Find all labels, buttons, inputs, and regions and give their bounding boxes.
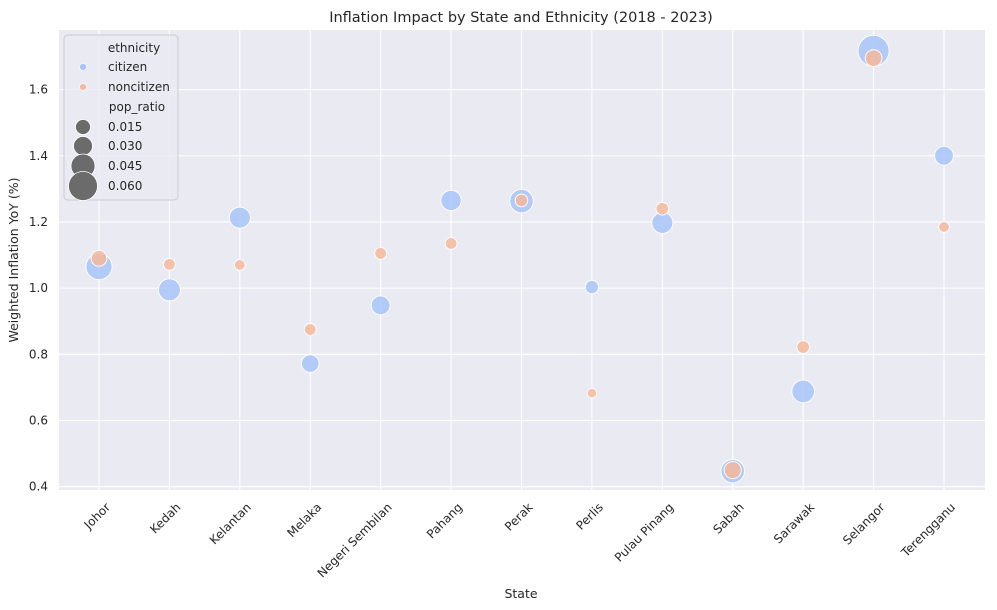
legend-label-citizen: citizen [108, 60, 147, 74]
x-tick-label: Johor [81, 500, 113, 532]
data-point-noncitizen-terengganu [938, 221, 950, 233]
data-point-noncitizen-perak [514, 193, 529, 208]
y-tick-label: 1.2 [29, 215, 48, 229]
chart-title: Inflation Impact by State and Ethnicity … [329, 10, 713, 26]
data-point-noncitizen-sarawak [796, 340, 810, 354]
legend-marker-noncitizen [79, 83, 87, 91]
legend-size-label: 0.045 [108, 159, 142, 173]
x-tick-label: Melaka [284, 500, 324, 540]
y-tick-label: 1.6 [29, 83, 48, 97]
x-tick-label: Selangor [840, 500, 888, 548]
y-tick-label: 0.4 [29, 480, 48, 494]
y-tick-label: 1.4 [29, 149, 48, 163]
data-point-noncitizen-kedah [163, 257, 176, 271]
y-tick-label: 1.0 [29, 281, 48, 295]
legend-size-label: 0.030 [108, 139, 142, 153]
x-tick-label: Sabah [710, 500, 746, 536]
data-point-noncitizen-kelantan [233, 259, 246, 271]
data-point-citizen-perlis [584, 279, 600, 295]
legend-size-label: 0.060 [108, 179, 142, 193]
legend-hue-title: ethnicity [108, 41, 160, 55]
x-tick-label: Perlis [573, 500, 606, 533]
legend-size-marker [68, 171, 98, 201]
x-tick-label: Sarawak [771, 500, 817, 546]
data-points [85, 34, 954, 484]
y-tick-label: 0.6 [29, 414, 48, 428]
data-point-citizen-pahang [440, 189, 462, 212]
x-tick-label: Perak [502, 500, 536, 534]
y-tick-labels: 0.4 0.6 0.8 1.0 1.2 1.4 1.6 [29, 83, 48, 494]
x-tick-label: Negeri Sembilan [315, 500, 395, 580]
x-axis-title: State [504, 586, 537, 601]
legend-size-label: 0.015 [108, 120, 142, 134]
data-point-noncitizen-johor [90, 250, 108, 267]
data-point-noncitizen-pahang [444, 237, 458, 250]
data-point-noncitizen-pulau-pinang [655, 201, 670, 216]
legend-marker-citizen [79, 63, 87, 71]
legend-label-noncitizen: noncitizen [108, 80, 170, 94]
data-point-citizen-pulau-pinang [651, 211, 674, 234]
data-point-citizen-kelantan [228, 206, 251, 229]
legend-size-marker [73, 136, 93, 156]
data-point-citizen-kedah [157, 278, 181, 302]
data-point-citizen-sarawak [791, 379, 815, 404]
data-point-noncitizen-melaka [303, 323, 317, 336]
x-tick-label: Terengganu [898, 500, 958, 560]
legend-size-title: pop_ratio [109, 100, 165, 114]
x-tick-label: Kedah [147, 500, 183, 536]
data-point-citizen-negeri-sembilan [370, 295, 391, 316]
data-point-noncitizen-negeri-sembilan [374, 247, 388, 260]
y-axis-title: Weighted Inflation YoY (%) [6, 177, 21, 342]
x-tick-label: Pulau Pinang [612, 500, 677, 565]
x-tick-label: Kelantan [207, 500, 254, 547]
legend: ethnicity citizen noncitizen pop_ratio 0.015… [63, 34, 179, 201]
x-tick-label: Pahang [424, 500, 465, 541]
y-tick-label: 0.8 [29, 347, 48, 361]
data-point-citizen-terengganu [934, 145, 954, 166]
data-point-noncitizen-sabah [723, 461, 742, 480]
legend-size-marker [75, 119, 91, 135]
data-point-noncitizen-selangor [864, 49, 883, 67]
data-point-citizen-melaka [300, 354, 320, 373]
data-point-noncitizen-perlis [586, 387, 598, 399]
